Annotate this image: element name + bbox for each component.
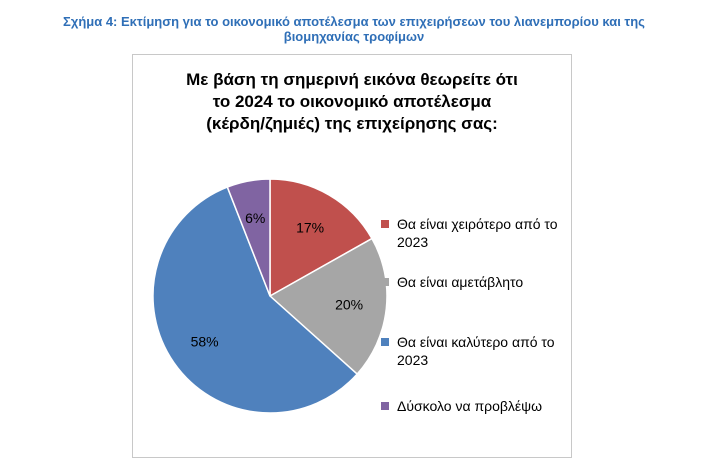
legend-swatch-unchanged (381, 278, 389, 286)
chart-title-line-3: (κέρδη/ζημιές) της επιχείρησης σας: (206, 114, 498, 133)
pie-label-better: 58% (191, 333, 219, 349)
chart-title-line-1: Με βάση τη σημερινή εικόνα θεωρείτε ότι (186, 70, 518, 89)
pie-slice-hard-to-predict (226, 178, 271, 297)
figure-caption: Σχήμα 4: Εκτίμηση για το οικονομικό αποτ… (20, 14, 688, 44)
chart-title: Με βάση τη σημερινή εικόνα θεωρείτε ότι … (133, 69, 571, 135)
figure-caption-line-1: Σχήμα 4: Εκτίμηση για το οικονομικό αποτ… (63, 14, 645, 29)
legend-swatch-hard-to-predict (381, 402, 389, 410)
chart-title-line-2: το 2024 το οικονομικό αποτέλεσμα (212, 92, 492, 111)
pie-slice-unchanged (268, 237, 388, 376)
chart-frame: Με βάση τη σημερινή εικόνα θεωρείτε ότι … (132, 54, 572, 458)
legend-swatch-better (381, 338, 389, 346)
pie-label-unchanged: 20% (335, 297, 363, 313)
legend-label-better: Θα είναι καλύτερο από το 2023 (397, 334, 555, 368)
pie-label-worse: 17% (296, 219, 324, 235)
figure-caption-line-2: βιομηχανίας τροφίμων (283, 29, 425, 44)
pie-slice-better (152, 186, 359, 414)
pie-slice-worse (269, 178, 373, 298)
legend-label-hard-to-predict: Δύσκολο να προβλέψω (397, 398, 543, 414)
pie-label-hard-to-predict: 6% (245, 210, 265, 226)
pie-chart: 17% 20% 58% 6% (152, 178, 388, 414)
legend-label-worse: Θα είναι χειρότερο από το 2023 (397, 216, 558, 250)
legend-label-unchanged: Θα είναι αμετάβλητο (397, 274, 524, 290)
legend-swatch-worse (381, 220, 389, 228)
